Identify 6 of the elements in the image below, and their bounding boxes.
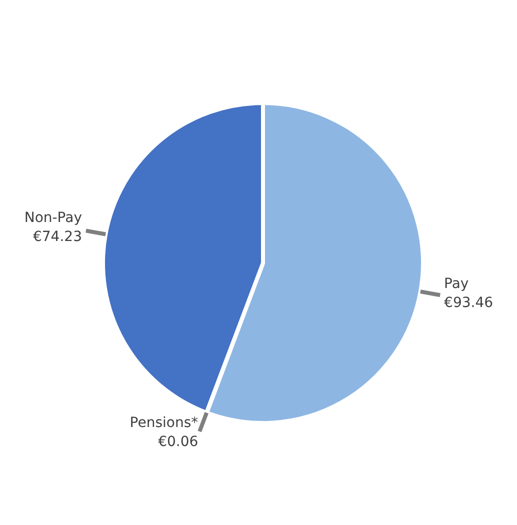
data-label: €74.23: [32, 228, 82, 245]
data-label: €93.46: [444, 294, 494, 311]
slice-label: Pensions*: [130, 415, 198, 432]
slice-label: Non-Pay: [24, 210, 82, 226]
slice-label: Pay: [444, 276, 469, 292]
data-label: €0.06: [158, 434, 198, 450]
